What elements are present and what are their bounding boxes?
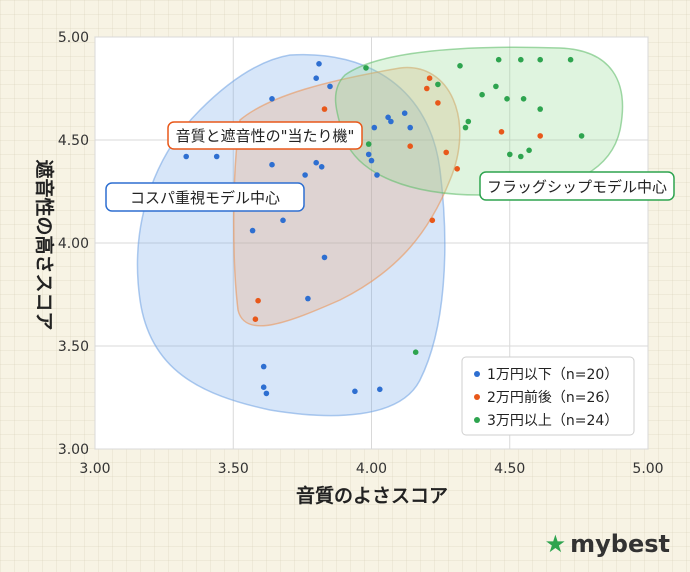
data-point-series-3 <box>435 81 441 88</box>
data-point-series-3 <box>518 153 524 160</box>
y-tick-label: 3.50 <box>58 339 89 355</box>
data-point-series-2 <box>454 166 461 172</box>
data-point-series-1 <box>269 161 275 168</box>
legend: 1万円以下（n=20） 2万円前後（n=26） 3万円以上（n=24） <box>461 356 635 436</box>
x-tick-label: 3.50 <box>218 461 249 477</box>
data-point-series-1 <box>388 118 394 125</box>
data-point-series-3 <box>520 96 527 102</box>
x-tick-label: 4.00 <box>356 461 387 477</box>
data-point-series-1 <box>321 254 328 261</box>
y-tick-label: 4.00 <box>58 236 89 252</box>
data-point-series-1 <box>377 386 383 393</box>
data-point-series-1 <box>260 363 267 370</box>
data-point-series-1 <box>327 83 333 90</box>
data-point-series-1 <box>365 151 372 158</box>
y-axis-title: 遮音性の高さスコア <box>33 159 56 330</box>
data-point-series-2 <box>435 100 441 106</box>
data-point-series-1 <box>213 153 220 160</box>
data-point-series-1 <box>371 124 378 131</box>
x-tick-label: 3.00 <box>79 461 110 477</box>
data-point-series-3 <box>578 133 585 139</box>
data-point-series-3 <box>412 349 419 356</box>
data-point-series-3 <box>465 118 472 125</box>
y-axis-ticks: 3.00 3.50 4.00 4.50 5.00 <box>58 30 89 458</box>
data-point-series-3 <box>537 56 543 63</box>
legend-label-series-3: 3万円以上（n=24） <box>487 413 618 429</box>
data-point-series-1 <box>305 295 311 302</box>
annotation-value-model: コスパ重視モデル中心 <box>105 182 305 212</box>
data-point-series-3 <box>365 141 372 147</box>
data-point-series-2 <box>426 75 433 81</box>
data-point-series-1 <box>352 388 358 395</box>
data-point-series-1 <box>263 390 270 397</box>
data-point-series-1 <box>313 75 320 81</box>
data-point-series-3 <box>518 56 524 63</box>
data-point-series-2 <box>498 129 505 135</box>
legend-label-series-1: 1万円以下（n=20） <box>487 367 618 383</box>
brand-logo: ★ mybest <box>545 530 670 558</box>
data-point-series-3 <box>526 147 532 154</box>
y-tick-label: 4.50 <box>58 133 89 149</box>
x-tick-label: 5.00 <box>632 461 663 477</box>
data-point-series-1 <box>260 384 267 391</box>
data-point-series-2 <box>252 316 259 323</box>
data-point-series-1 <box>280 217 286 224</box>
data-point-series-3 <box>462 124 469 131</box>
data-point-series-3 <box>493 83 499 90</box>
data-point-series-3 <box>363 65 369 71</box>
data-point-series-2 <box>255 297 261 304</box>
x-axis-title: 音質のよさスコア <box>296 484 448 507</box>
y-tick-label: 5.00 <box>58 30 89 46</box>
data-point-series-3 <box>537 106 543 112</box>
annotation-flagship-model-text: フラッグシップモデル中心 <box>487 178 667 196</box>
data-point-series-3 <box>479 91 485 98</box>
data-point-series-1 <box>269 96 275 102</box>
data-point-series-1 <box>316 61 322 67</box>
data-point-series-3 <box>504 96 510 102</box>
data-point-series-2 <box>429 217 436 224</box>
star-icon: ★ <box>544 530 567 558</box>
annotation-value-model-text: コスパ重視モデル中心 <box>130 189 280 207</box>
data-point-series-3 <box>567 56 574 63</box>
annotation-hit-model: 音質と遮音性の"当たり機" <box>167 121 363 150</box>
data-point-series-1 <box>401 110 408 116</box>
legend-label-series-2: 2万円前後（n=26） <box>487 389 618 406</box>
data-point-series-1 <box>313 159 320 166</box>
x-tick-label: 4.50 <box>494 461 525 477</box>
annotation-hit-model-text: 音質と遮音性の"当たり機" <box>176 127 355 145</box>
data-point-series-1 <box>385 114 391 121</box>
legend-marker-series-2 <box>474 394 480 400</box>
data-point-series-3 <box>457 63 463 69</box>
data-point-series-2 <box>443 149 450 156</box>
x-axis-ticks: 3.00 3.50 4.00 4.50 5.00 <box>79 461 663 477</box>
data-point-series-1 <box>407 124 414 131</box>
data-point-series-2 <box>424 85 430 92</box>
data-point-series-1 <box>302 172 308 178</box>
legend-marker-series-1 <box>474 371 480 377</box>
data-point-series-2 <box>407 143 414 149</box>
data-point-series-2 <box>537 133 543 139</box>
annotation-flagship-model: フラッグシップモデル中心 <box>479 171 675 201</box>
data-point-series-3 <box>495 56 502 63</box>
legend-marker-series-3 <box>474 417 480 423</box>
data-point-series-1 <box>183 153 189 160</box>
data-point-series-1 <box>374 172 380 178</box>
data-point-series-3 <box>507 151 513 158</box>
brand-name: mybest <box>570 530 670 558</box>
data-points <box>183 56 585 397</box>
data-point-series-2 <box>321 106 328 112</box>
data-point-series-1 <box>249 227 256 234</box>
data-point-series-1 <box>368 157 375 164</box>
y-tick-label: 3.00 <box>58 442 89 458</box>
data-point-series-1 <box>318 164 325 170</box>
